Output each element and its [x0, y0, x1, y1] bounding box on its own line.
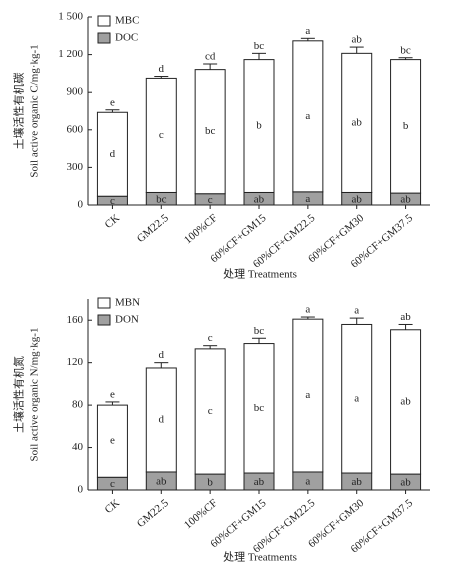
- legend-swatch: [97, 297, 111, 309]
- segment-letter: b: [403, 120, 409, 132]
- segment-letter: ab: [156, 476, 167, 488]
- segment-letter: d: [159, 413, 165, 425]
- x-tick-label: CK: [103, 497, 122, 516]
- legend-label: DON: [115, 314, 139, 326]
- segment-letter: e: [110, 435, 115, 447]
- x-tick-label: CK: [103, 212, 122, 231]
- bar-segment: [243, 59, 275, 193]
- y-tick-label: 80: [72, 399, 84, 411]
- segment-letter: ab: [352, 476, 363, 488]
- y-tick-label: 1 200: [58, 48, 83, 60]
- top-letter: a: [305, 304, 310, 316]
- segment-letter: b: [256, 120, 262, 132]
- legend-swatch: [97, 32, 111, 44]
- top-letter: e: [110, 96, 115, 108]
- legend-label: MBC: [115, 15, 139, 27]
- segment-letter: a: [305, 193, 310, 205]
- y-tick-label: 160: [67, 314, 84, 326]
- top-letter: a: [354, 305, 359, 317]
- y-axis-label: Soil active organic C/mg·kg-1: [29, 44, 41, 177]
- y-tick-label: 120: [67, 356, 84, 368]
- bar-segment: [341, 52, 373, 193]
- top-letter: d: [159, 63, 165, 75]
- top-letter: d: [159, 349, 165, 361]
- top-letter: bc: [400, 44, 411, 56]
- top-letter: e: [110, 388, 115, 400]
- bar-segment: [194, 69, 226, 195]
- y-tick-label: 600: [67, 123, 84, 135]
- segment-letter: d: [110, 148, 116, 160]
- bar-segment: [145, 367, 177, 473]
- bar-segment: [390, 329, 422, 475]
- segment-letter: ab: [400, 477, 411, 489]
- x-tick-label: 100%CF: [182, 497, 220, 531]
- top-letter: bc: [254, 325, 265, 337]
- segment-letter: a: [305, 110, 310, 122]
- segment-letter: c: [110, 195, 115, 207]
- y-axis-label: 土壤活性有机碳: [12, 73, 26, 150]
- segment-letter: ab: [352, 116, 363, 128]
- segment-letter: ab: [254, 193, 265, 205]
- y-tick-label: 0: [78, 199, 84, 211]
- segment-letter: b: [207, 477, 213, 489]
- legend-swatch: [97, 15, 111, 27]
- segment-letter: c: [208, 405, 213, 417]
- y-tick-label: 0: [78, 484, 84, 496]
- top-letter: ab: [352, 34, 363, 46]
- bar-segment: [243, 343, 275, 474]
- bar-segment: [341, 323, 373, 474]
- y-tick-label: 900: [67, 86, 84, 98]
- segment-letter: ab: [400, 395, 411, 407]
- bar-segment: [96, 111, 128, 197]
- bar-segment: [194, 348, 226, 475]
- top-letter: cd: [205, 51, 216, 63]
- x-axis-label: 处理 Treatments: [223, 551, 297, 564]
- segment-letter: a: [354, 392, 359, 404]
- bar-segment: [292, 40, 324, 193]
- top-letter: c: [208, 332, 213, 344]
- segment-letter: a: [305, 389, 310, 401]
- segment-letter: ab: [254, 476, 265, 488]
- top-letter: bc: [254, 40, 265, 52]
- top-letter: ab: [400, 311, 411, 323]
- segment-letter: c: [159, 129, 164, 141]
- top-letter: a: [305, 25, 310, 37]
- segment-letter: bc: [156, 193, 167, 205]
- segment-letter: bc: [254, 402, 265, 414]
- segment-letter: ab: [400, 194, 411, 206]
- legend-label: DOC: [115, 32, 138, 44]
- bar-segment: [96, 404, 128, 478]
- x-tick-label: 100%CF: [182, 212, 220, 246]
- bar-segment: [390, 59, 422, 194]
- y-axis-label: 土壤活性有机氮: [12, 356, 26, 433]
- x-tick-label: GM22.5: [135, 212, 171, 245]
- segment-letter: c: [208, 194, 213, 206]
- segment-letter: bc: [205, 125, 216, 137]
- y-tick-label: 1 500: [58, 11, 83, 23]
- segment-letter: a: [305, 476, 310, 488]
- legend-label: MBN: [115, 297, 140, 309]
- bar-segment: [292, 318, 324, 473]
- x-tick-label: GM22.5: [135, 497, 171, 530]
- legend-swatch: [97, 314, 111, 326]
- x-axis-label: 处理 Treatments: [223, 268, 297, 281]
- y-tick-label: 40: [72, 441, 84, 453]
- y-axis-label: Soil active organic N/mg·kg-1: [29, 328, 41, 462]
- segment-letter: ab: [352, 193, 363, 205]
- segment-letter: c: [110, 478, 115, 490]
- y-tick-label: 300: [67, 161, 84, 173]
